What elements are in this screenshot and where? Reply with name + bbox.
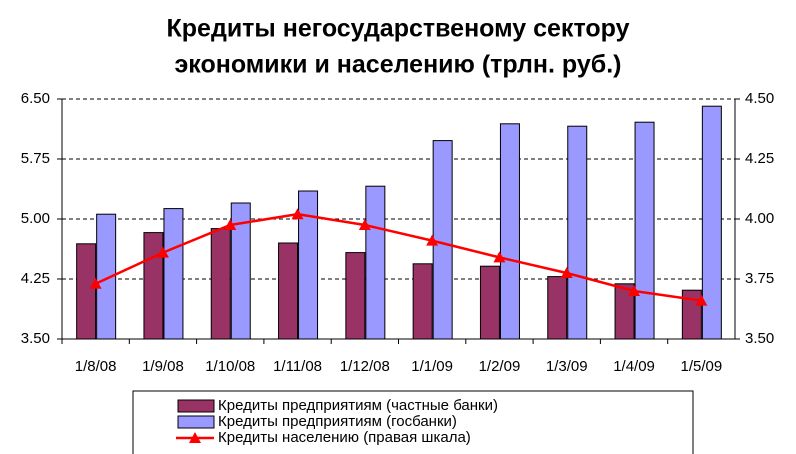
line-marker <box>695 294 708 306</box>
bar <box>499 123 520 340</box>
y2-tick-label: 4.25 <box>745 150 774 167</box>
x-tick-label: 1/9/08 <box>142 358 184 375</box>
bar <box>76 243 97 340</box>
bar <box>143 232 164 340</box>
bar <box>365 185 386 340</box>
legend-box <box>132 390 694 454</box>
bar <box>163 208 184 340</box>
bar <box>298 190 319 340</box>
y2-tick-label: 3.75 <box>745 270 774 287</box>
line-series <box>95 212 702 302</box>
bar <box>432 140 453 340</box>
y2-tick-label: 4.50 <box>745 90 774 107</box>
line-marker <box>426 234 439 246</box>
bar <box>412 263 433 340</box>
line-marker <box>89 277 102 289</box>
legend-swatch <box>177 399 215 413</box>
legend-label: Кредиты предприятиям (госбанки) <box>218 413 457 430</box>
y-tick-label: 4.25 <box>21 270 50 287</box>
line-marker <box>493 251 506 263</box>
bar <box>345 252 366 340</box>
bar <box>278 242 299 340</box>
x-tick-label: 1/5/09 <box>680 358 722 375</box>
line-marker <box>156 246 169 258</box>
line-marker <box>358 219 371 230</box>
x-tick-label: 1/11/08 <box>273 358 322 375</box>
line-marker <box>628 285 641 296</box>
bar <box>230 202 251 340</box>
y-tick-label: 5.00 <box>21 210 50 227</box>
line-marker <box>291 208 304 220</box>
y2-tick-label: 4.00 <box>745 210 774 227</box>
x-tick-label: 1/4/09 <box>613 358 655 375</box>
bar <box>96 213 117 340</box>
x-tick-label: 1/1/09 <box>411 358 453 375</box>
bar <box>701 105 722 340</box>
y-tick-label: 6.50 <box>21 90 50 107</box>
bar <box>547 276 568 340</box>
bar <box>210 228 231 340</box>
bar <box>634 121 655 340</box>
x-tick-label: 1/10/08 <box>205 358 255 375</box>
y2-tick-label: 3.50 <box>745 330 774 347</box>
x-tick-label: 1/3/09 <box>546 358 588 375</box>
legend-label: Кредиты предприятиям (частные банки) <box>218 397 498 414</box>
bar <box>614 283 635 340</box>
legend-marker <box>189 432 201 443</box>
chart-title: Кредиты негосударственому сектору <box>167 15 630 43</box>
x-tick-label: 1/2/09 <box>479 358 521 375</box>
x-tick-label: 1/12/08 <box>340 358 390 375</box>
legend-label: Кредиты населению (правая шкала) <box>218 429 471 446</box>
legend-swatch <box>177 415 215 429</box>
bar <box>567 125 588 340</box>
bar <box>479 265 500 340</box>
chart-title: экономики и населению (трлн. руб.) <box>175 51 622 79</box>
y-tick-label: 5.75 <box>21 150 50 167</box>
bar <box>681 289 702 340</box>
x-tick-label: 1/8/08 <box>75 358 117 375</box>
line-marker <box>560 267 573 278</box>
line-marker <box>224 219 237 230</box>
y-tick-label: 3.50 <box>21 330 50 347</box>
